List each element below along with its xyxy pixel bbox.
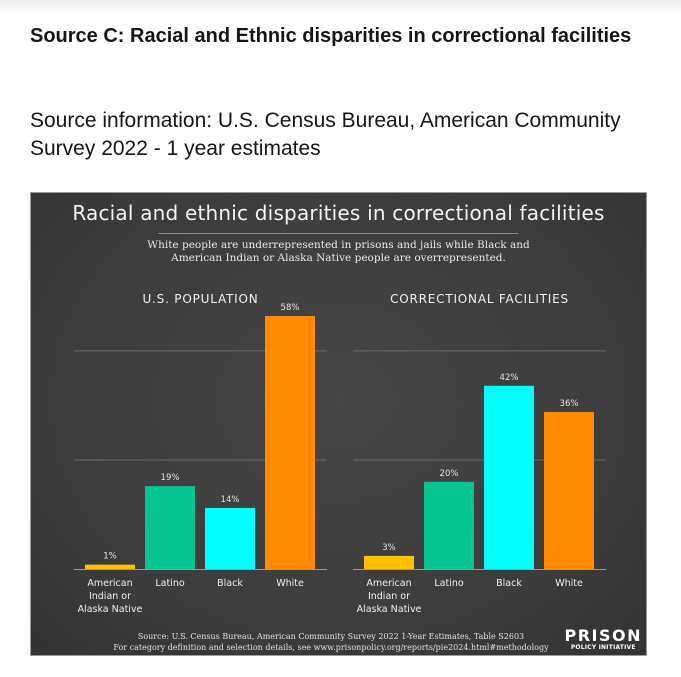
category-label-correctional-facilities-black: Black	[496, 578, 522, 589]
data-label-correctional-facilities-black: 42%	[500, 373, 519, 383]
data-label-correctional-facilities-american-indian-or-alaska-native: 3%	[382, 543, 396, 553]
bar-u-s-population-latino	[145, 486, 195, 569]
category-label-correctional-facilities-latino: Latino	[434, 578, 463, 589]
bar-correctional-facilities-latino	[424, 481, 474, 569]
chart-image: Racial and ethnic disparities in correct…	[30, 192, 647, 656]
logo-main-text: PRISON	[564, 626, 642, 645]
bar-correctional-facilities-american-indian-or-alaska-native	[364, 555, 414, 569]
category-label-u-s-population-white: White	[276, 578, 304, 589]
data-label-u-s-population-black: 14%	[221, 495, 240, 505]
category-label-correctional-facilities-american-indian-or-alaska-native: American Indian or Alaska Native	[357, 578, 422, 615]
bar-correctional-facilities-black	[484, 385, 534, 569]
bar-u-s-population-white	[265, 316, 315, 569]
logo-sub-text: POLICY INITIATIVE	[570, 644, 636, 651]
chart-subtitle: White people are underrepresented in pri…	[31, 239, 646, 265]
category-label-u-s-population-american-indian-or-alaska-native: American Indian or Alaska Native	[78, 578, 143, 615]
page-heading: Source C: Racial and Ethnic disparities …	[30, 25, 632, 47]
title-divider	[158, 233, 518, 234]
prison-policy-initiative-logo: PRISON POLICY INITIATIVE	[564, 627, 642, 652]
data-label-u-s-population-latino: 19%	[161, 473, 180, 483]
bar-correctional-facilities-white	[544, 411, 594, 569]
source-information: Source information: U.S. Census Bureau, …	[30, 109, 621, 160]
panel-title-correctional-facilities: CORRECTIONAL FACILITIES	[390, 292, 569, 306]
category-label-u-s-population-latino: Latino	[155, 578, 184, 589]
chart-title: Racial and ethnic disparities in correct…	[72, 201, 605, 225]
bar-chart-plot: 1% American Indian or Alaska Native 19% Latin…	[74, 303, 606, 615]
category-label-u-s-population-black: Black	[217, 578, 243, 589]
data-label-correctional-facilities-white: 36%	[560, 399, 579, 409]
footer-source-line: Source: U.S. Census Bureau, American Com…	[137, 632, 525, 641]
footer-methodology-line: For category definition and selection de…	[113, 643, 549, 652]
subtitle-line-2: American Indian or Alaska Native people …	[171, 252, 506, 264]
data-label-correctional-facilities-latino: 20%	[440, 469, 459, 479]
chart-footer: Source: U.S. Census Bureau, American Com…	[91, 631, 571, 653]
subtitle-line-1: White people are underrepresented in pri…	[147, 239, 530, 251]
bar-u-s-population-american-indian-or-alaska-native	[85, 564, 135, 569]
data-label-u-s-population-white: 58%	[281, 303, 300, 313]
panel-title-us-population: U.S. POPULATION	[142, 292, 259, 306]
category-label-correctional-facilities-white: White	[555, 578, 583, 589]
data-label-u-s-population-american-indian-or-alaska-native: 1%	[103, 552, 117, 562]
bar-u-s-population-black	[205, 507, 255, 569]
top-shadow	[0, 0, 681, 14]
